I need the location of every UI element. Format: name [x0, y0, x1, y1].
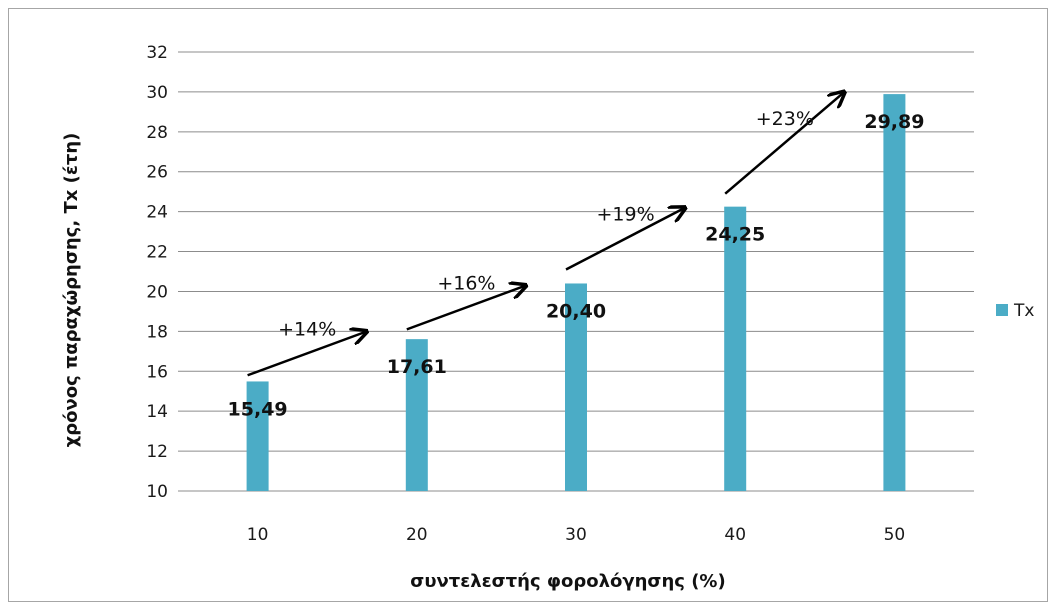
- y-tick-label: 10: [146, 482, 168, 502]
- legend-swatch: [996, 304, 1008, 316]
- data-label-50: 29,89: [864, 111, 924, 133]
- x-tick-label: 50: [884, 525, 906, 545]
- bars: [246, 94, 906, 492]
- bar-30: [565, 283, 587, 491]
- data-label-30: 20,40: [546, 300, 606, 322]
- data-label-20: 17,61: [387, 356, 447, 378]
- growth-arrow: [247, 331, 367, 377]
- ticks: 10 12 14 16 18 20 22 24 26 28 30 32 10 20 30 40 50: [146, 43, 905, 545]
- y-tick-label: 30: [146, 83, 168, 103]
- growth-annotation: +16%: [437, 272, 495, 294]
- growth-annotation: +23%: [756, 108, 814, 130]
- y-tick-label: 24: [146, 203, 168, 223]
- x-tick-label: 30: [565, 525, 587, 545]
- data-label-40: 24,25: [705, 224, 765, 246]
- x-axis-title: συντελεστής φορολόγησης (%): [410, 571, 725, 592]
- legend: Tx: [996, 301, 1034, 321]
- bar-50: [883, 94, 906, 491]
- y-tick-label: 20: [146, 282, 168, 302]
- x-tick-label: 10: [247, 525, 269, 545]
- x-tick-label: 20: [406, 525, 428, 545]
- growth-annotation: +19%: [597, 204, 655, 226]
- legend-label: Tx: [1013, 301, 1034, 321]
- annotations: +14% +16% +19% +23%: [247, 92, 845, 377]
- growth-arrow: [565, 208, 685, 271]
- gridlines: [178, 51, 974, 492]
- chart-frame: [8, 8, 1048, 602]
- bar-40: [724, 206, 747, 492]
- data-labels: 15,49 17,61 20,40 24,25 29,89: [228, 111, 925, 420]
- growth-annotation: +14%: [278, 318, 336, 340]
- y-tick-label: 18: [146, 322, 168, 342]
- bar-20: [405, 339, 428, 491]
- growth-arrow: [724, 92, 844, 195]
- y-tick-label: 28: [146, 123, 168, 143]
- x-tick-label: 40: [724, 525, 746, 545]
- y-tick-label: 16: [146, 362, 168, 382]
- y-tick-label: 32: [146, 43, 168, 63]
- y-tick-label: 12: [146, 442, 168, 462]
- y-tick-label: 14: [146, 402, 168, 422]
- data-label-10: 15,49: [228, 398, 288, 420]
- growth-arrow: [406, 285, 526, 331]
- y-tick-label: 22: [146, 243, 168, 263]
- bar-10: [246, 381, 269, 491]
- y-axis-title: χρόνος παραχώρησης, Tx (έτη): [61, 133, 82, 448]
- y-tick-label: 26: [146, 163, 168, 183]
